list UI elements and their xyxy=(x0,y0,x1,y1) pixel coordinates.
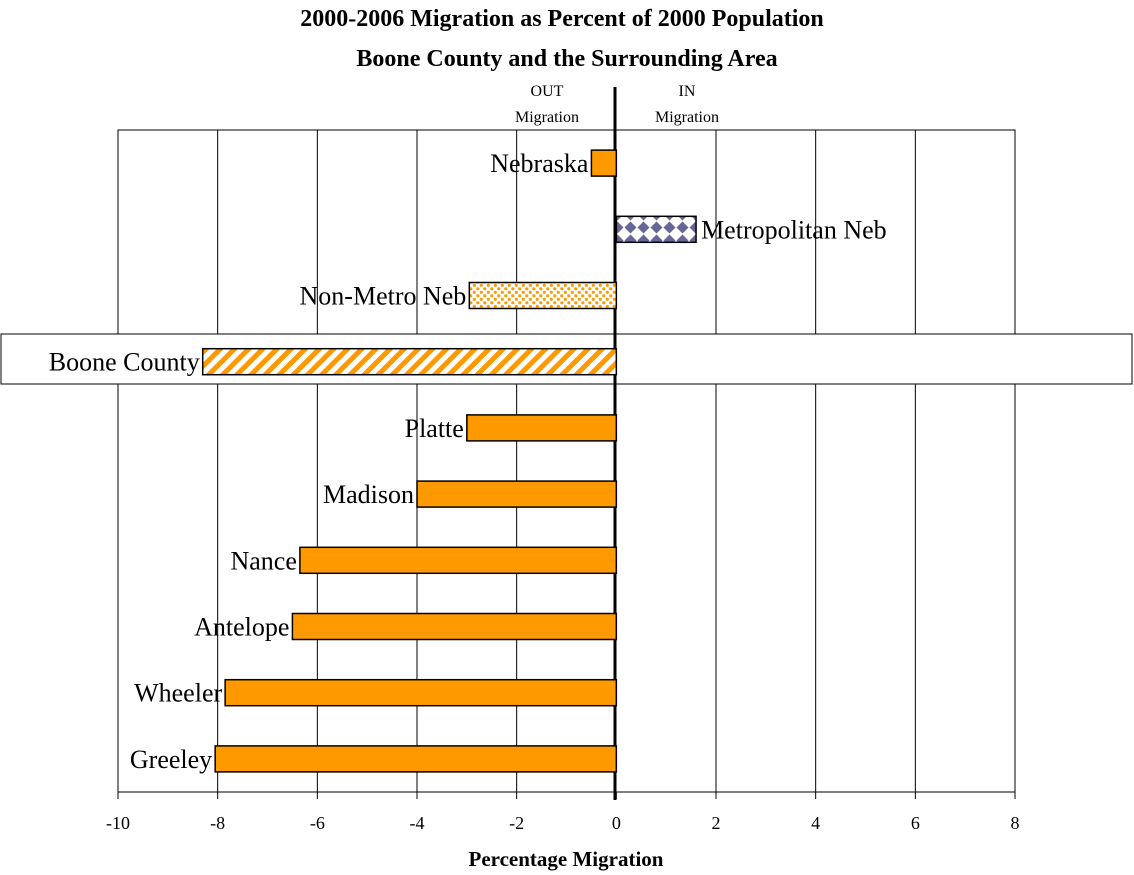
bar-platte xyxy=(466,414,618,442)
x-tick-label-5: 0 xyxy=(612,813,621,833)
bar-greeley xyxy=(214,745,618,773)
in-migration-note-line2: Migration xyxy=(655,109,719,126)
label-wheeler: Wheeler xyxy=(134,679,222,708)
bar-metropolitan-neb xyxy=(615,215,697,244)
label-madison: Madison xyxy=(323,480,414,509)
label-nebraska: Nebraska xyxy=(490,149,589,178)
label-antelope: Antelope xyxy=(194,613,289,642)
x-tick-label-7: 4 xyxy=(811,813,820,833)
chart-subtitle: Boone County and the Surrounding Area xyxy=(356,46,777,72)
bar-antelope xyxy=(291,612,618,641)
x-tick-label-3: -4 xyxy=(410,813,425,833)
x-tick-label-1: -8 xyxy=(210,813,225,833)
x-tick-label-4: -2 xyxy=(509,813,524,833)
x-tick-label-6: 2 xyxy=(712,813,721,833)
bar-madison xyxy=(416,480,618,508)
bar-nebraska xyxy=(590,149,618,177)
x-tick-label-9: 8 xyxy=(1011,813,1020,833)
x-tick-label-0: -10 xyxy=(106,813,130,833)
label-boone-county: Boone County xyxy=(49,348,200,377)
category-labels: Nebraska Metropolitan Neb Non-Metro Neb Boo… xyxy=(49,149,887,774)
x-tick-label-8: 6 xyxy=(911,813,920,833)
x-axis-ticks: -10 -8 -6 -4 -2 0 2 4 6 8 xyxy=(106,792,1020,833)
out-migration-note-line1: OUT xyxy=(531,83,564,100)
bar-wheeler xyxy=(224,678,618,707)
out-migration-note-line2: Migration xyxy=(515,109,579,126)
label-greeley: Greeley xyxy=(130,745,212,774)
label-non-metro-neb: Non-Metro Neb xyxy=(300,282,467,311)
chart-title: 2000-2006 Migration as Percent of 2000 P… xyxy=(300,6,824,32)
bar-boone-county xyxy=(201,347,618,376)
x-axis-title: Percentage Migration xyxy=(469,847,664,871)
bar-nance xyxy=(299,546,618,575)
bar-non-metro-neb xyxy=(468,281,618,310)
label-nance: Nance xyxy=(230,546,296,575)
in-migration-note-line1: IN xyxy=(679,83,696,100)
label-metropolitan-neb: Metropolitan Neb xyxy=(701,215,887,244)
bars xyxy=(201,149,697,773)
label-platte: Platte xyxy=(405,414,464,443)
x-tick-label-2: -6 xyxy=(310,813,325,833)
